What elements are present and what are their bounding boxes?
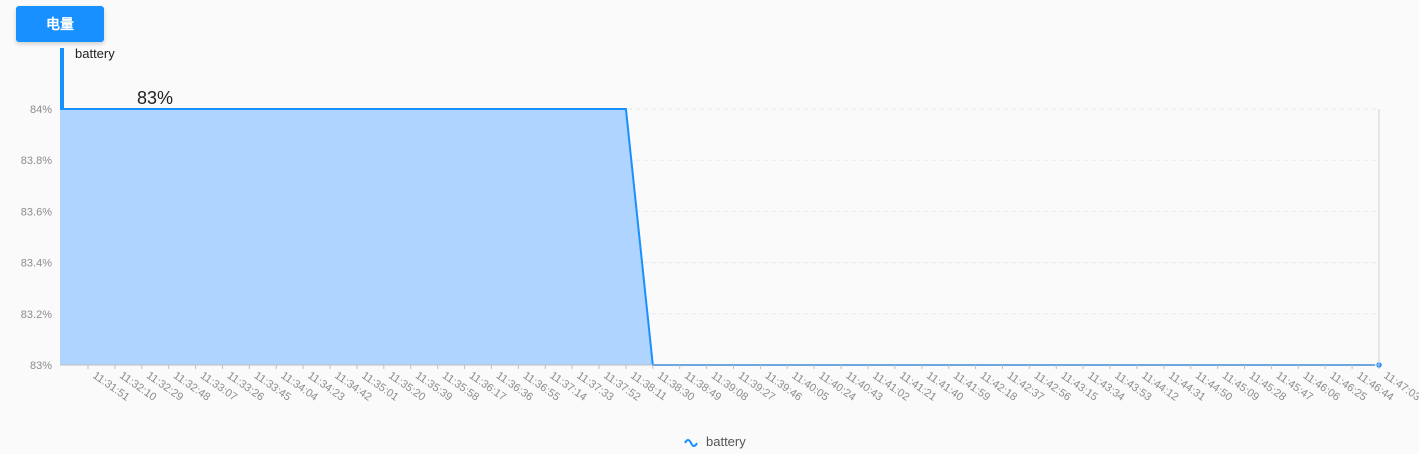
y-tick-label: 84%	[30, 104, 52, 116]
value-annotation: 83%	[137, 88, 173, 108]
legend-line-icon	[684, 439, 698, 447]
area-series	[60, 108, 1384, 370]
title-marker	[60, 48, 64, 108]
y-tick-label: 83.8%	[21, 155, 52, 167]
y-tick-labels: 84% 83.8% 83.6% 83.4% 83.2% 83%	[21, 104, 52, 372]
legend-label: battery	[706, 434, 746, 449]
x-tick-labels: 11:31:5111:32:1011:32:2911:32:4811:33:07…	[90, 370, 1419, 404]
legend[interactable]: battery	[684, 434, 746, 449]
y-tick-label: 83.2%	[21, 309, 52, 321]
y-tick-label: 83.6%	[21, 206, 52, 218]
area-fill	[60, 109, 1379, 365]
axes	[60, 109, 1380, 369]
y-tick-label: 83%	[30, 360, 52, 372]
y-tick-label: 83.4%	[21, 258, 52, 270]
chart-title: battery	[75, 46, 115, 61]
battery-tab-button[interactable]: 电量	[16, 6, 104, 42]
